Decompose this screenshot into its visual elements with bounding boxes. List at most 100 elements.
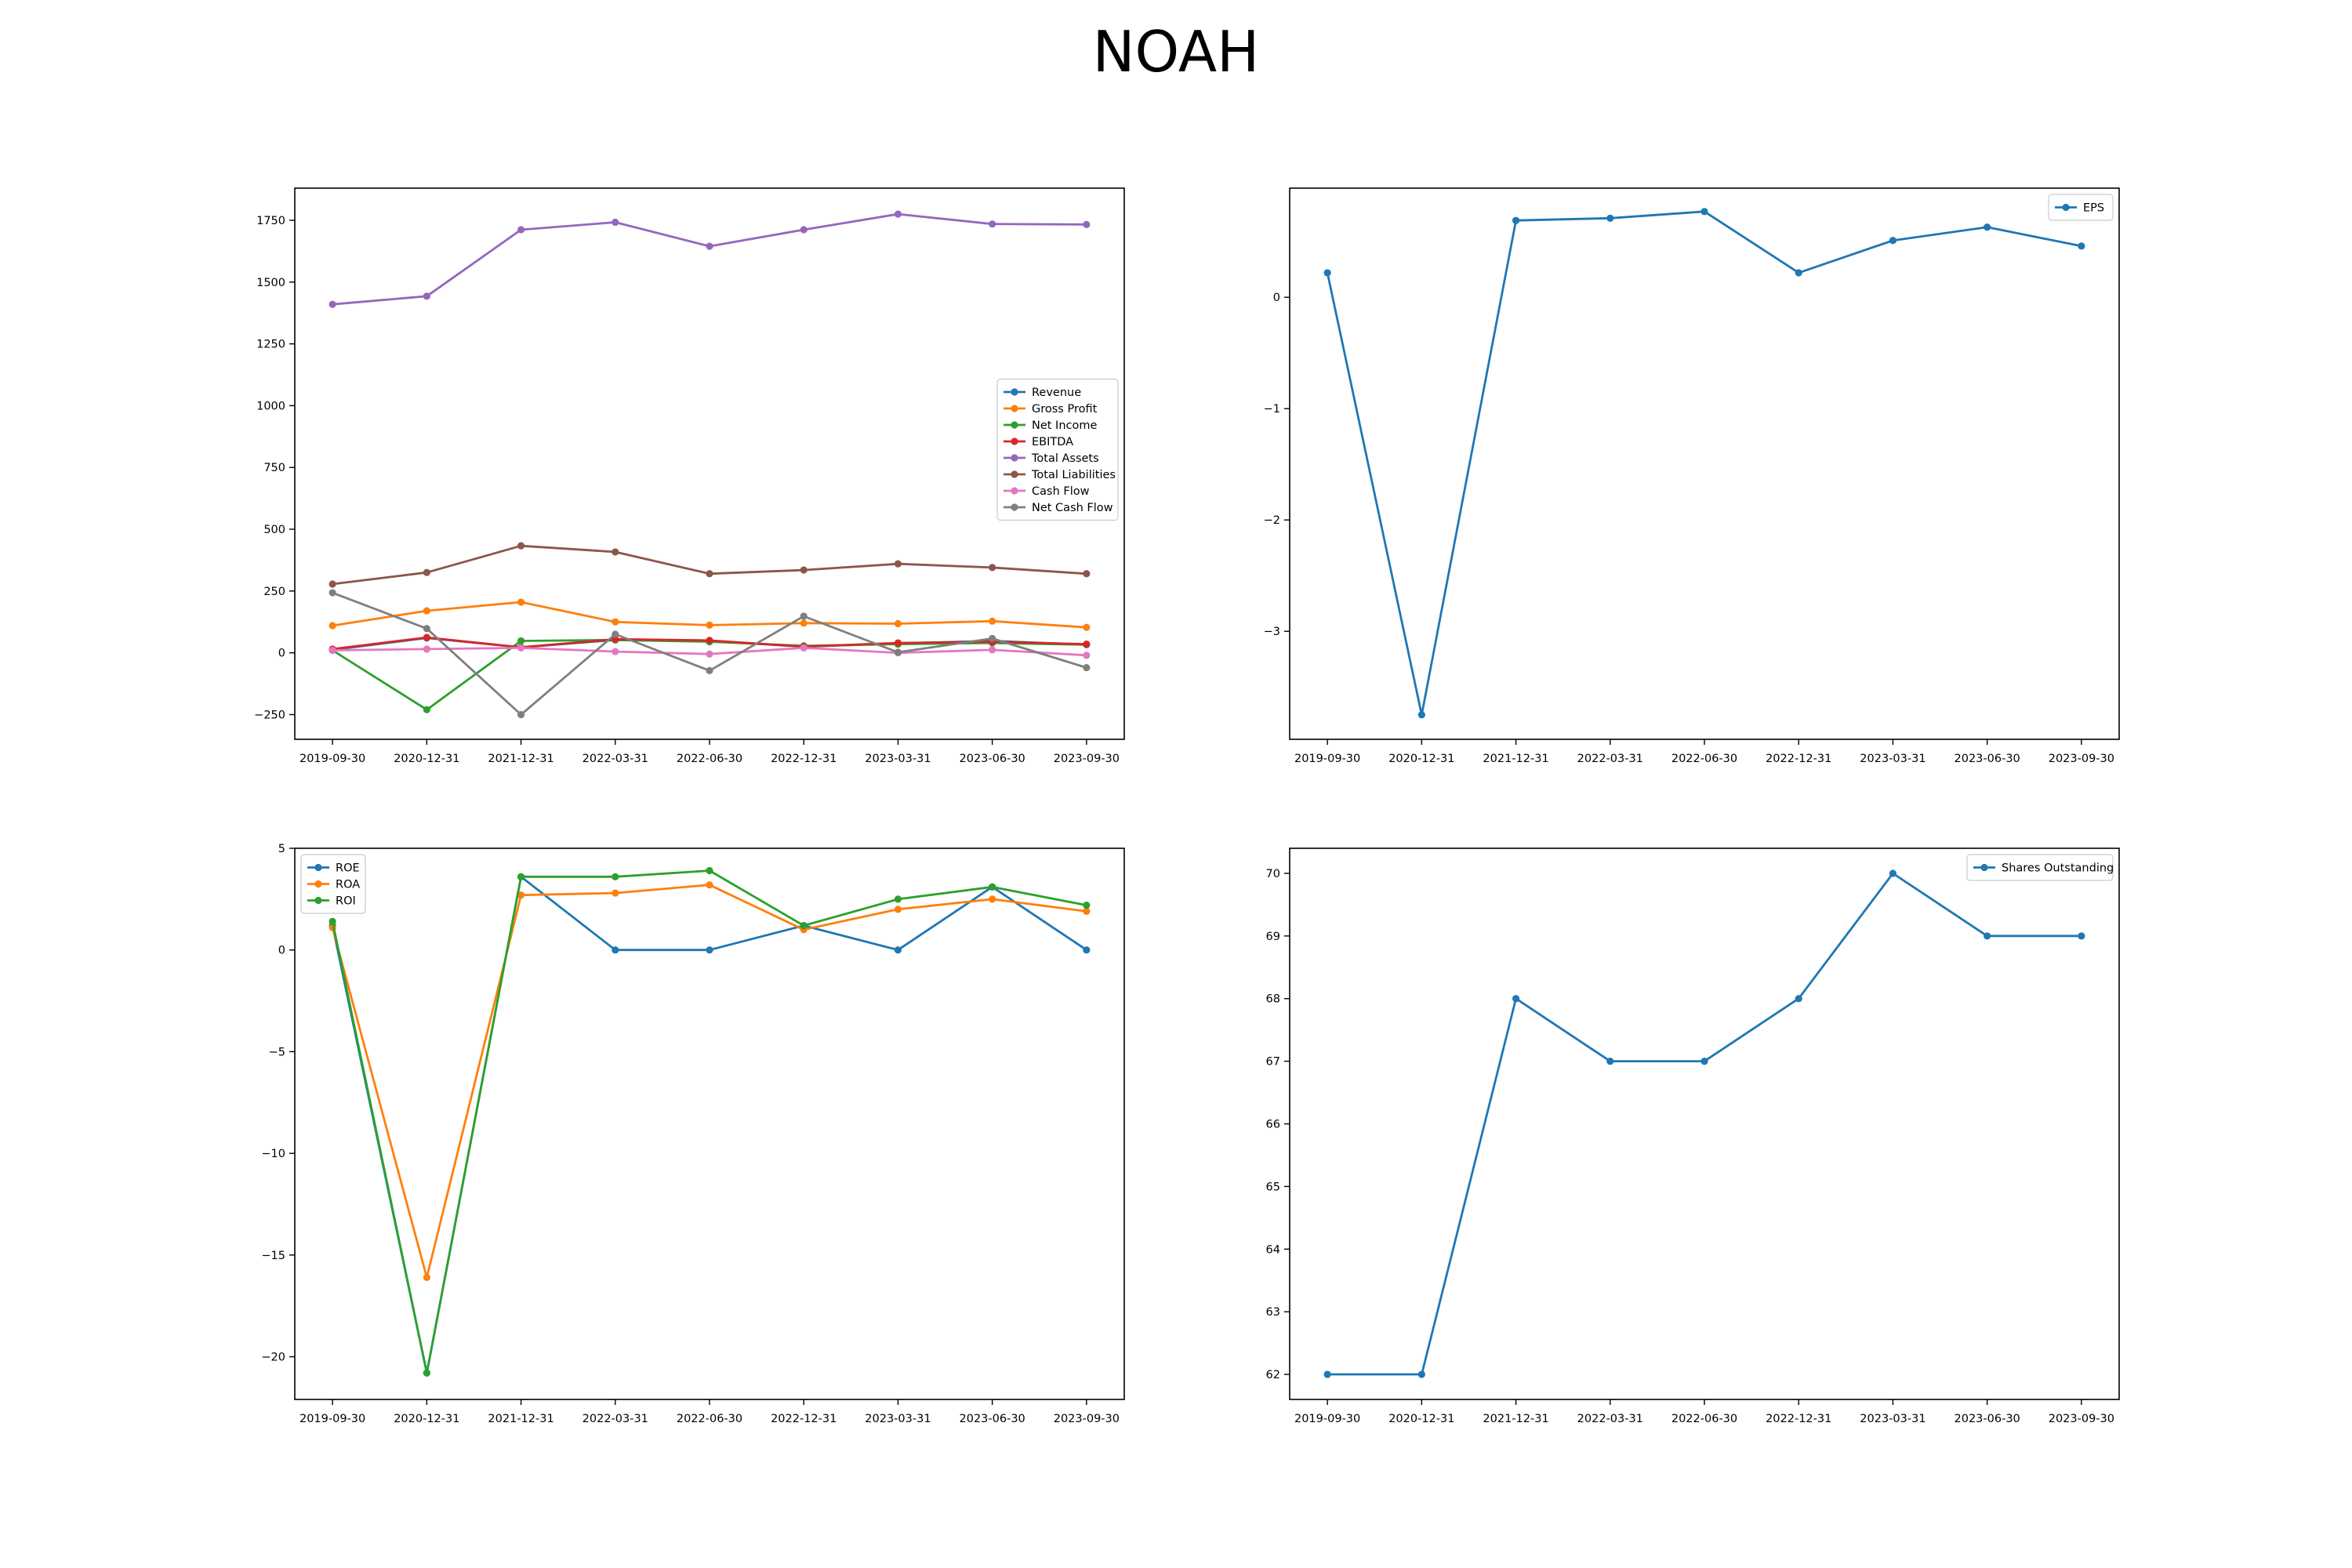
data-point (612, 648, 619, 655)
y-tick-label: 5 (278, 843, 285, 855)
data-point (989, 634, 996, 642)
x-tick-label: 2022-03-31 (1577, 753, 1643, 765)
y-tick-label: 66 (1266, 1119, 1280, 1131)
data-point (1417, 1370, 1425, 1378)
y-tick-label: 1750 (256, 215, 285, 227)
x-tick-label: 2023-06-30 (1955, 753, 2020, 765)
y-tick-label: 500 (263, 524, 285, 536)
x-tick-label: 2023-06-30 (960, 1413, 1025, 1425)
data-point (423, 625, 430, 633)
data-point (800, 644, 808, 652)
x-tick-label: 2023-03-31 (1860, 753, 1926, 765)
data-point (706, 881, 713, 889)
data-point (2078, 242, 2085, 250)
data-point (706, 570, 713, 578)
legend-marker (1011, 405, 1018, 412)
x-tick-label: 2019-09-30 (299, 1413, 365, 1425)
data-point (423, 1369, 430, 1377)
legend-marker (1011, 454, 1018, 462)
data-point (1083, 623, 1091, 631)
data-point (989, 617, 996, 625)
legend-marker (1980, 863, 1988, 872)
data-point (517, 542, 525, 550)
legend-marker (2062, 203, 2070, 212)
series-line-roa (331, 884, 1087, 1279)
data-point (1083, 220, 1091, 228)
data-point (423, 292, 430, 300)
data-point (894, 906, 902, 913)
data-point (328, 580, 336, 588)
legend-box (1966, 854, 2114, 881)
y-tick-label: 250 (263, 586, 285, 598)
y-tick-label: 0 (278, 945, 285, 957)
data-point (894, 895, 902, 903)
x-tick-label: 2022-12-31 (771, 753, 837, 765)
data-point (894, 619, 902, 628)
data-point (423, 633, 430, 641)
data-point (1889, 237, 1897, 245)
legend-label: Net Cash Flow (1032, 502, 1113, 514)
data-point (2078, 932, 2085, 940)
figure-title: NOAH (1092, 19, 1260, 85)
x-tick-label: 2022-06-30 (1671, 753, 1737, 765)
x-tick-label: 2020-12-31 (1388, 1413, 1454, 1425)
legend-box (2048, 194, 2114, 221)
data-point (1083, 641, 1091, 648)
data-point (1984, 932, 1991, 940)
legend-label: ROI (336, 895, 356, 908)
data-point (706, 621, 713, 629)
x-tick-label: 2019-09-30 (299, 753, 365, 765)
data-point (989, 895, 996, 903)
legend-marker (1011, 437, 1018, 445)
legend-label: Total Assets (1031, 452, 1099, 465)
x-tick-label: 2023-09-30 (1054, 1413, 1120, 1425)
y-tick-label: 65 (1266, 1181, 1280, 1193)
data-point (612, 218, 619, 227)
data-point (989, 564, 996, 572)
y-tick-label: −2 (1264, 514, 1280, 527)
data-point (1700, 1058, 1708, 1065)
x-tick-label: 2023-03-31 (1860, 1413, 1926, 1425)
data-point (612, 618, 619, 626)
y-tick-label: 68 (1266, 993, 1280, 1006)
y-tick-label: −1 (1264, 403, 1280, 416)
legend-marker (314, 863, 322, 872)
legend-marker (1011, 388, 1018, 396)
y-tick-label: 0 (278, 648, 285, 660)
data-point (894, 210, 902, 218)
data-point (423, 568, 430, 576)
data-point (1323, 269, 1331, 277)
data-point (517, 226, 525, 234)
data-point (894, 639, 902, 647)
x-tick-label: 2021-12-31 (488, 1413, 554, 1425)
y-tick-label: 69 (1266, 931, 1280, 943)
data-point (894, 648, 902, 656)
legend-marker (314, 880, 322, 888)
legend-box (996, 378, 1119, 521)
legend-label: Net Income (1032, 419, 1097, 432)
y-tick-label: 64 (1266, 1243, 1280, 1256)
legend-label: Total Liabilities (1031, 469, 1116, 481)
legend-label: ROA (336, 879, 360, 891)
x-tick-label: 2020-12-31 (394, 1413, 459, 1425)
y-tick-label: 1250 (256, 339, 285, 351)
data-point (706, 242, 713, 250)
legend-marker (1011, 421, 1018, 429)
x-tick-label: 2023-06-30 (960, 753, 1025, 765)
data-point (1606, 214, 1614, 222)
data-point (517, 710, 525, 719)
x-tick-label: 2022-03-31 (583, 753, 648, 765)
data-point (1083, 570, 1091, 578)
data-point (800, 566, 808, 574)
data-point (989, 220, 996, 228)
data-point (706, 866, 713, 875)
data-point (423, 706, 430, 713)
legend: EPS (2048, 194, 2114, 221)
data-point (517, 891, 525, 899)
y-tick-label: 750 (263, 462, 285, 474)
y-tick-label: 1500 (256, 277, 285, 289)
data-point (423, 607, 430, 615)
data-point (328, 917, 336, 925)
data-point (894, 560, 902, 568)
